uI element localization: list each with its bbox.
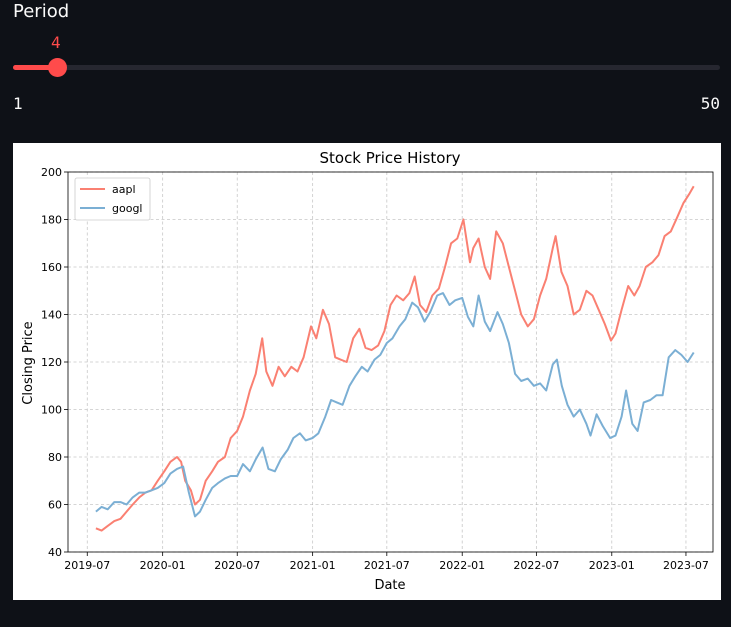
y-tick-label: 60 — [48, 499, 62, 512]
chart-title: Stock Price History — [319, 149, 460, 167]
chart-legend: aapl googl — [74, 177, 151, 221]
x-tick-label: 2023-07 — [663, 559, 709, 572]
period-slider-thumb[interactable] — [48, 58, 67, 77]
x-axis-label: Date — [374, 578, 405, 593]
axis-layer: 40 60 80 100 120 140 160 180 200 2019-07 2020-01 20… — [41, 166, 714, 572]
y-tick-label: 160 — [41, 261, 62, 274]
x-tick-label: 2021-07 — [364, 559, 410, 572]
x-tick-label: 2021-01 — [290, 559, 336, 572]
y-tick-label: 40 — [48, 546, 62, 559]
x-tick-label: 2020-01 — [140, 559, 186, 572]
period-slider-max-label: 50 — [700, 94, 720, 113]
y-axis-label: Closing Price — [21, 321, 36, 404]
legend-label-googl: googl — [112, 202, 142, 215]
period-slider-fill — [13, 65, 57, 70]
y-tick-label: 180 — [41, 214, 62, 227]
x-tick-label: 2022-01 — [439, 559, 485, 572]
series-line-aapl — [95, 185, 695, 532]
y-tick-label: 80 — [48, 451, 62, 464]
x-tick-label: 2019-07 — [64, 559, 110, 572]
x-tick-label: 2020-07 — [214, 559, 260, 572]
chart-svg: Stock Price History Date Closing Price 4… — [21, 149, 714, 593]
period-slider-track[interactable] — [13, 58, 720, 77]
stock-price-chart: Stock Price History Date Closing Price 4… — [13, 143, 721, 600]
series-line-googl — [95, 292, 695, 518]
y-tick-label: 140 — [41, 309, 62, 322]
x-tick-label: 2022-07 — [513, 559, 559, 572]
period-slider-value: 4 — [51, 33, 61, 52]
y-tick-label: 200 — [41, 166, 62, 179]
x-tick-label: 2023-01 — [589, 559, 635, 572]
plot-frame — [67, 171, 714, 553]
grid-layer — [68, 171, 713, 553]
series-layer — [95, 185, 695, 532]
y-tick-label: 120 — [41, 356, 62, 369]
y-tick-label: 100 — [41, 404, 62, 417]
period-slider-label: Period — [13, 1, 70, 22]
legend-label-aapl: aapl — [112, 183, 136, 196]
period-slider-min-label: 1 — [13, 94, 23, 113]
